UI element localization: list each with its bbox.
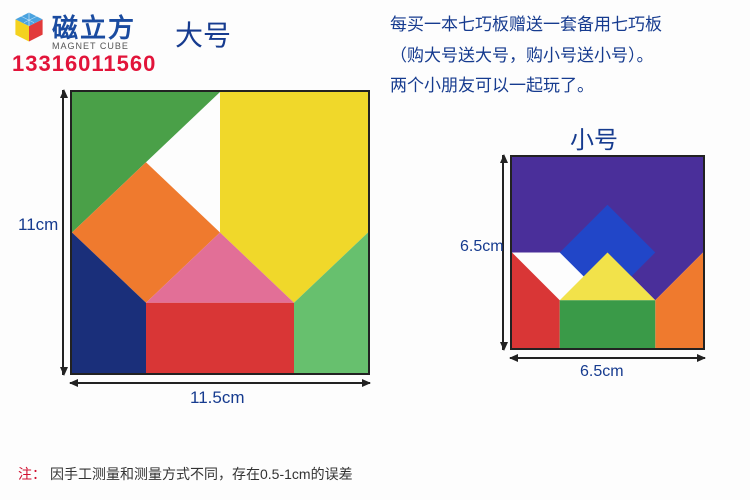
tangram-small — [510, 155, 705, 350]
promo-line-2: （购大号送大号，购小号送小号）。 — [390, 41, 662, 72]
small-tri-bot-right — [560, 300, 656, 348]
brand-name-en: MAGNET CUBE — [52, 41, 156, 51]
dim-small-width-label: 6.5cm — [580, 363, 624, 381]
large-size-label: 大号 — [175, 14, 231, 54]
dim-arrow-small-width — [510, 357, 705, 359]
brand-logo: 磁立方 MAGNET CUBE 13316011560 — [12, 8, 156, 77]
dim-small-height-label: 6.5cm — [460, 238, 504, 256]
small-size-label: 小号 — [570, 120, 618, 155]
promo-line-1: 每买一本七巧板赠送一套备用七巧板 — [390, 10, 662, 41]
tangram-large — [70, 90, 370, 375]
brand-name-cn: 磁立方 — [52, 8, 136, 45]
small-tri-bot-left — [512, 253, 560, 349]
phone-number: 13316011560 — [12, 51, 156, 77]
dim-arrow-large-height — [62, 90, 64, 375]
dim-large-width-label: 11.5cm — [190, 388, 245, 408]
dim-arrow-large-width — [70, 382, 370, 384]
large-tri-bot-right — [146, 303, 294, 373]
promo-text: 每买一本七巧板赠送一套备用七巧板 （购大号送大号，购小号送小号）。 两个小朋友可… — [390, 10, 662, 102]
note-text: 因手工测量和测量方式不同，存在0.5-1cm的误差 — [50, 464, 353, 484]
promo-line-3: 两个小朋友可以一起玩了。 — [390, 71, 662, 102]
dim-large-height-label: 11cm — [18, 215, 58, 235]
cube-icon — [12, 10, 46, 44]
note-label: 注： — [18, 464, 46, 484]
